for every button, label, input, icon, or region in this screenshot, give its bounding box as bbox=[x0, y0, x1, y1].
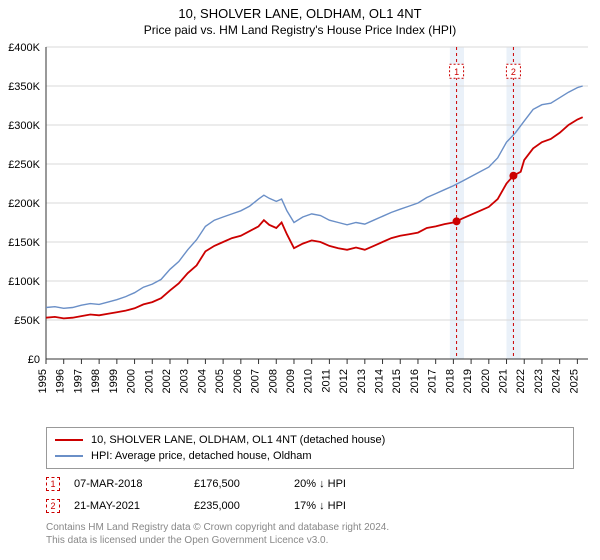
sale-row-1: 1 07-MAR-2018 £176,500 20% ↓ HPI bbox=[46, 473, 574, 495]
svg-text:£400K: £400K bbox=[8, 42, 40, 54]
sale-rows: 1 07-MAR-2018 £176,500 20% ↓ HPI 2 21-MA… bbox=[46, 473, 574, 517]
svg-text:1995: 1995 bbox=[37, 369, 49, 393]
svg-text:2009: 2009 bbox=[285, 369, 297, 393]
svg-text:£0: £0 bbox=[28, 354, 40, 366]
svg-text:2004: 2004 bbox=[196, 369, 208, 393]
svg-text:2022: 2022 bbox=[515, 369, 527, 393]
footer-line-2: This data is licensed under the Open Gov… bbox=[46, 534, 574, 547]
svg-text:2019: 2019 bbox=[462, 369, 474, 393]
sale-marker-2: 2 bbox=[46, 499, 60, 513]
svg-text:£50K: £50K bbox=[14, 315, 40, 327]
sale-price-2: £235,000 bbox=[194, 500, 294, 512]
svg-text:2003: 2003 bbox=[179, 369, 191, 393]
legend-label-property: 10, SHOLVER LANE, OLDHAM, OL1 4NT (detac… bbox=[91, 434, 385, 446]
svg-text:2008: 2008 bbox=[267, 369, 279, 393]
legend-row-hpi: HPI: Average price, detached house, Oldh… bbox=[55, 448, 565, 464]
legend-row-property: 10, SHOLVER LANE, OLDHAM, OL1 4NT (detac… bbox=[55, 432, 565, 448]
sale-price-1: £176,500 bbox=[194, 478, 294, 490]
svg-text:2021: 2021 bbox=[498, 369, 510, 393]
svg-text:2000: 2000 bbox=[126, 369, 138, 393]
svg-text:2017: 2017 bbox=[427, 369, 439, 393]
svg-text:2015: 2015 bbox=[391, 369, 403, 393]
sale-diff-1: 20% ↓ HPI bbox=[294, 478, 414, 490]
svg-text:2010: 2010 bbox=[303, 369, 315, 393]
svg-text:2024: 2024 bbox=[551, 369, 563, 393]
chart-subtitle: Price paid vs. HM Land Registry's House … bbox=[0, 21, 600, 41]
svg-text:2020: 2020 bbox=[480, 369, 492, 393]
sale-diff-2: 17% ↓ HPI bbox=[294, 500, 414, 512]
svg-text:2023: 2023 bbox=[533, 369, 545, 393]
svg-text:2012: 2012 bbox=[338, 369, 350, 393]
sale-date-2: 21-MAY-2021 bbox=[74, 500, 194, 512]
sale-date-1: 07-MAR-2018 bbox=[74, 478, 194, 490]
sale-row-2: 2 21-MAY-2021 £235,000 17% ↓ HPI bbox=[46, 495, 574, 517]
svg-text:2006: 2006 bbox=[232, 369, 244, 393]
svg-text:1997: 1997 bbox=[72, 369, 84, 393]
legend-swatch-hpi bbox=[55, 455, 83, 457]
svg-text:2: 2 bbox=[511, 67, 516, 77]
svg-text:1999: 1999 bbox=[108, 369, 120, 393]
svg-text:2002: 2002 bbox=[161, 369, 173, 393]
svg-text:2016: 2016 bbox=[409, 369, 421, 393]
sale-marker-1: 1 bbox=[46, 477, 60, 491]
svg-text:2018: 2018 bbox=[444, 369, 456, 393]
svg-text:1996: 1996 bbox=[55, 369, 67, 393]
svg-text:2013: 2013 bbox=[356, 369, 368, 393]
svg-text:2001: 2001 bbox=[143, 369, 155, 393]
legend: 10, SHOLVER LANE, OLDHAM, OL1 4NT (detac… bbox=[46, 427, 574, 469]
svg-text:1998: 1998 bbox=[90, 369, 102, 393]
svg-text:£300K: £300K bbox=[8, 120, 40, 132]
svg-text:1: 1 bbox=[454, 67, 459, 77]
chart-title: 10, SHOLVER LANE, OLDHAM, OL1 4NT bbox=[0, 0, 600, 21]
svg-text:2025: 2025 bbox=[568, 369, 580, 393]
price-chart-svg: £0 £50K £100K £150K £200K £250K £300K £350K £400… bbox=[0, 41, 600, 421]
svg-text:2011: 2011 bbox=[320, 369, 332, 393]
svg-text:£350K: £350K bbox=[8, 81, 40, 93]
legend-swatch-property bbox=[55, 439, 83, 441]
chart-area: £0 £50K £100K £150K £200K £250K £300K £350K £400… bbox=[0, 41, 600, 421]
legend-label-hpi: HPI: Average price, detached house, Oldh… bbox=[91, 450, 312, 462]
svg-text:2014: 2014 bbox=[374, 369, 386, 393]
svg-text:£250K: £250K bbox=[8, 159, 40, 171]
svg-text:£150K: £150K bbox=[8, 237, 40, 249]
footer: Contains HM Land Registry data © Crown c… bbox=[46, 521, 574, 547]
svg-text:2007: 2007 bbox=[250, 369, 262, 393]
svg-text:£100K: £100K bbox=[8, 276, 40, 288]
footer-line-1: Contains HM Land Registry data © Crown c… bbox=[46, 521, 574, 534]
svg-text:£200K: £200K bbox=[8, 198, 40, 210]
svg-text:2005: 2005 bbox=[214, 369, 226, 393]
